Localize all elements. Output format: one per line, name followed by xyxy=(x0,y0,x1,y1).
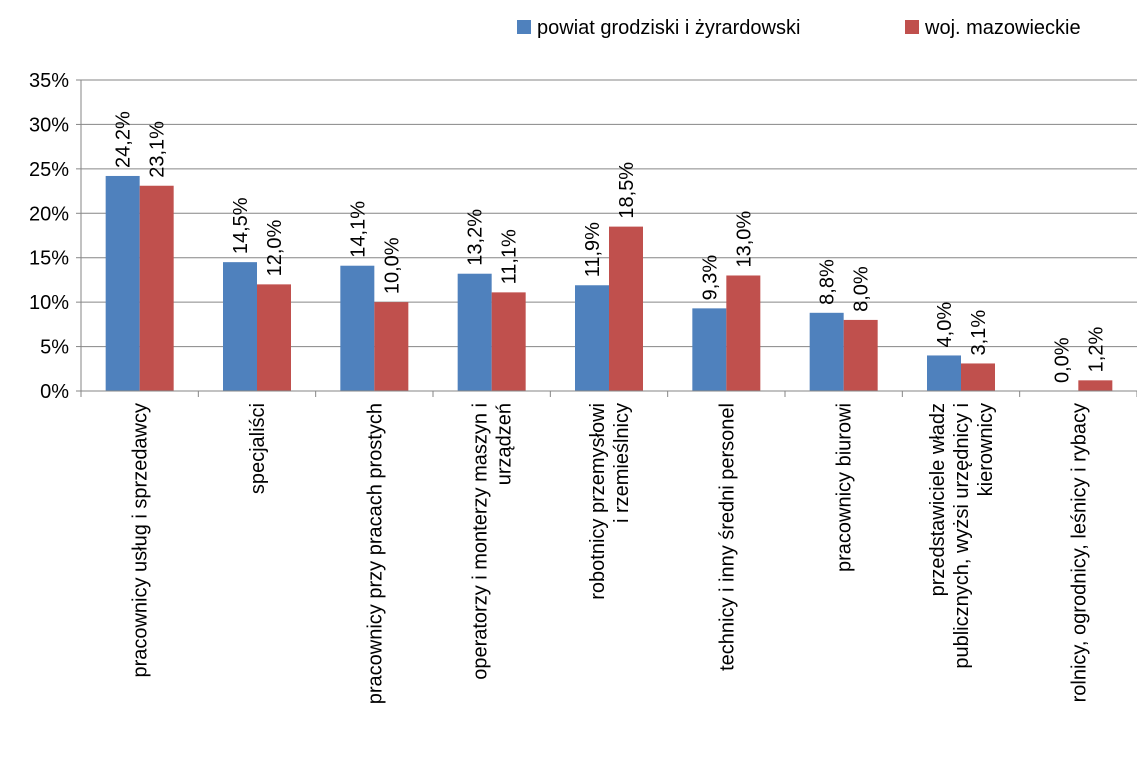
bar-mazowieckie-3 xyxy=(491,292,526,391)
y-tick-label: 10% xyxy=(29,292,69,314)
bar-mazowieckie-5 xyxy=(726,275,761,391)
category-label: pracownicy przy pracach prostych xyxy=(364,403,386,704)
data-label: 13,0% xyxy=(733,211,755,268)
data-label: 4,0% xyxy=(934,302,956,348)
data-label: 11,9% xyxy=(582,222,604,277)
data-label: 14,5% xyxy=(230,197,252,254)
y-tick-label: 0% xyxy=(40,381,69,403)
bar-powiat-1 xyxy=(223,262,257,391)
value-labels: 24,2% 23,1% 14,5% 12,0% 14,1% 10,0% 13,2% 11,1%… xyxy=(113,111,1108,383)
bar-mazowieckie-7 xyxy=(961,363,995,391)
data-label: 23,1% xyxy=(147,121,169,178)
bar-powiat-7 xyxy=(927,355,961,391)
x-axis xyxy=(80,390,1137,397)
bar-powiat-5 xyxy=(692,308,727,391)
data-label: 24,2% xyxy=(113,111,135,168)
data-label: 0,0% xyxy=(1051,337,1073,383)
bar-powiat-4 xyxy=(575,285,609,391)
category-label: publicznych, wyżsi urzędnicy i xyxy=(951,403,973,669)
bar-powiat-6 xyxy=(809,312,844,391)
legend-swatch xyxy=(517,20,531,34)
legend-label: woj. mazowieckie xyxy=(924,17,1081,39)
category-label: specjaliści xyxy=(247,403,269,494)
bar-mazowieckie-1 xyxy=(257,284,291,391)
y-tick-label: 30% xyxy=(29,114,69,136)
y-tick-label: 25% xyxy=(29,159,69,181)
category-label: kierownicy xyxy=(975,403,997,496)
y-axis: 0% 5% 10% 15% 20% 25% 30% 35% xyxy=(29,70,82,403)
category-label: robotnicy przemysłowi xyxy=(587,403,609,600)
data-label: 3,1% xyxy=(968,310,990,356)
category-label: i rzemieślnicy xyxy=(611,403,633,523)
category-label: przedstawiciele władz xyxy=(927,403,949,596)
data-label: 13,2% xyxy=(465,209,487,266)
data-label: 10,0% xyxy=(381,237,403,294)
category-label: operatorzy i monterzy maszyn i xyxy=(470,403,492,680)
category-label: pracownicy biurowi xyxy=(834,403,856,572)
category-label: technicy i inny średni personel xyxy=(716,403,738,671)
bar-mazowieckie-4 xyxy=(609,226,643,391)
y-tick-label: 35% xyxy=(29,70,69,92)
legend: powiat grodziski i żyrardowski woj. mazow… xyxy=(517,17,1081,39)
data-label: 8,0% xyxy=(851,266,873,312)
legend-swatch xyxy=(905,20,919,34)
y-tick-label: 20% xyxy=(29,203,69,225)
bar-powiat-3 xyxy=(457,273,492,391)
legend-label: powiat grodziski i żyrardowski xyxy=(537,17,800,39)
bar-mazowieckie-8 xyxy=(1078,380,1113,391)
data-label: 18,5% xyxy=(616,162,638,219)
data-label: 9,3% xyxy=(699,255,721,301)
data-label: 11,1% xyxy=(499,229,521,284)
data-label: 12,0% xyxy=(264,219,286,276)
bars xyxy=(105,175,1113,391)
bar-mazowieckie-6 xyxy=(843,319,878,391)
y-tick-label: 5% xyxy=(40,337,69,359)
category-label: rolnicy, ogrodnicy, leśnicy i rybacy xyxy=(1068,403,1090,702)
category-label: urządzeń xyxy=(494,403,516,485)
bar-powiat-2 xyxy=(340,265,375,391)
data-label: 14,1% xyxy=(347,201,369,258)
data-label: 1,2% xyxy=(1085,327,1107,373)
category-label: pracownicy usług i sprzedawcy xyxy=(130,403,152,678)
bar-mazowieckie-0 xyxy=(139,185,174,391)
bar-powiat-0 xyxy=(105,175,140,391)
data-label: 8,8% xyxy=(817,259,839,305)
category-labels: pracownicy usług i sprzedawcy specjaliści… xyxy=(130,403,1091,704)
bar-mazowieckie-2 xyxy=(374,302,409,391)
y-tick-label: 15% xyxy=(29,248,69,270)
